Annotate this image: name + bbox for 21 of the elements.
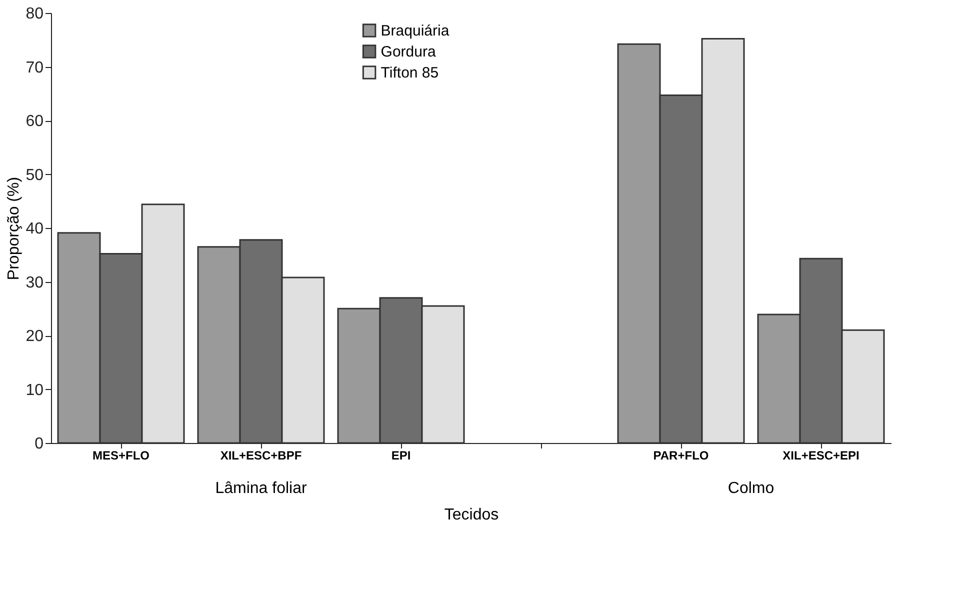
y-tick-label: 40 (26, 220, 44, 238)
y-tick-label: 80 (26, 6, 44, 22)
x-axis-title: Tecidos (444, 506, 499, 524)
x-tick-label: PAR+FLO (653, 448, 709, 462)
y-tick-label: 60 (26, 113, 44, 130)
text: Lâmina foliar (215, 480, 308, 497)
x-tick-label: MES+FLO (92, 448, 150, 462)
y-tick-label: 70 (26, 59, 44, 76)
x-tick-label: XIL+ESC+BPF (220, 448, 302, 462)
y-axis-title: Proporção (%) (6, 176, 23, 280)
y-tick-label: 50 (26, 166, 44, 184)
legend-label: Gordura (380, 44, 436, 60)
text: Colmo (728, 480, 774, 497)
y-tick-label: 20 (26, 328, 44, 345)
x-tick-label: EPI (391, 448, 411, 462)
x-tick-label: XIL+ESC+EPI (782, 448, 860, 462)
y-tick-label: 10 (26, 382, 44, 399)
legend-label: Tifton 85 (380, 64, 439, 82)
y-tick-label: 30 (26, 274, 44, 292)
legend-label: Braquiária (380, 22, 450, 40)
y-tick-label: 0 (34, 436, 44, 452)
